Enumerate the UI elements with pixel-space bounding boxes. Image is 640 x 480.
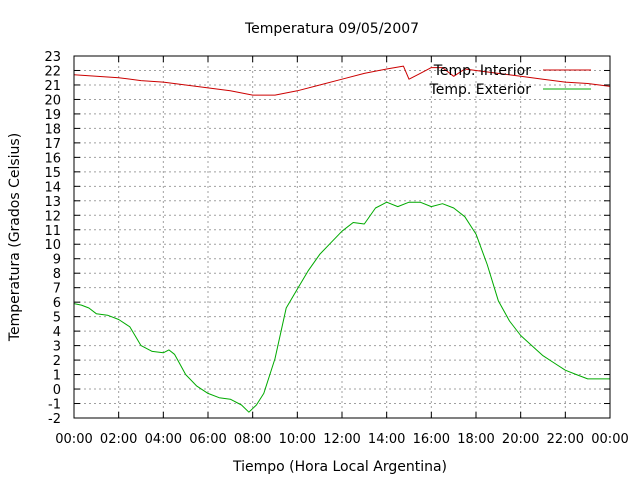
y-tick-label: 5 (53, 311, 61, 326)
y-tick-label: -1 (48, 398, 61, 413)
y-tick-label: 16 (44, 151, 61, 166)
y-tick-label: 20 (44, 93, 61, 108)
x-tick-label: 04:00 (145, 432, 182, 447)
y-tick-label: 18 (44, 122, 61, 137)
y-tick-label: 23 (44, 50, 61, 65)
y-tick-label: 11 (44, 224, 61, 239)
chart-title: Temperatura 09/05/2007 (244, 21, 419, 37)
x-tick-label: 22:00 (547, 432, 584, 447)
x-tick-label: 14:00 (368, 432, 405, 447)
x-axis: 00:00 02:00 04:00 06:00 08:00 10:00 12:00 14:00… (55, 56, 629, 447)
x-tick-label: 06:00 (189, 432, 226, 447)
x-tick-label: 00:00 (591, 432, 628, 447)
legend-label: Temp. Interior (433, 63, 532, 79)
y-tick-label: 7 (53, 282, 61, 297)
y-tick-label: 0 (53, 383, 61, 398)
x-tick-label: 00:00 (55, 432, 92, 447)
series-line-interior (73, 65, 611, 96)
y-axis-title: Temperatura (Grados Celsius) (7, 133, 23, 342)
y-tick-label: 9 (53, 253, 61, 268)
grid (74, 56, 610, 418)
legend-label: Temp. Exterior (429, 82, 532, 98)
x-tick-label: 20:00 (502, 432, 539, 447)
y-tick-label: 13 (44, 195, 61, 210)
y-tick-label: -2 (48, 412, 61, 427)
series-layer (73, 65, 611, 413)
series-line-exterior (73, 201, 610, 413)
x-tick-label: 12:00 (323, 432, 360, 447)
y-tick-label: 6 (53, 296, 61, 311)
x-tick-label: 16:00 (413, 432, 450, 447)
y-tick-label: 12 (44, 209, 61, 224)
y-tick-label: 3 (53, 340, 61, 355)
x-axis-title: Tiempo (Hora Local Argentina) (232, 459, 447, 475)
y-axis: -2-1012345678910111213141516171819202122… (44, 50, 610, 427)
x-tick-label: 18:00 (457, 432, 494, 447)
legend: Temp. Interior Temp. Exterior (429, 63, 591, 98)
y-tick-label: 10 (44, 238, 61, 253)
y-tick-label: 8 (53, 267, 61, 282)
x-tick-label: 10:00 (279, 432, 316, 447)
x-tick-label: 02:00 (100, 432, 137, 447)
y-tick-label: 15 (44, 166, 61, 181)
y-tick-label: 19 (44, 108, 61, 123)
y-tick-label: 4 (53, 325, 61, 340)
y-tick-label: 14 (44, 180, 61, 195)
y-tick-label: 2 (53, 354, 61, 369)
y-tick-label: 1 (53, 369, 61, 384)
y-tick-label: 21 (44, 79, 61, 94)
y-tick-label: 22 (44, 64, 61, 79)
y-tick-label: 17 (44, 137, 61, 152)
x-tick-label: 08:00 (234, 432, 271, 447)
